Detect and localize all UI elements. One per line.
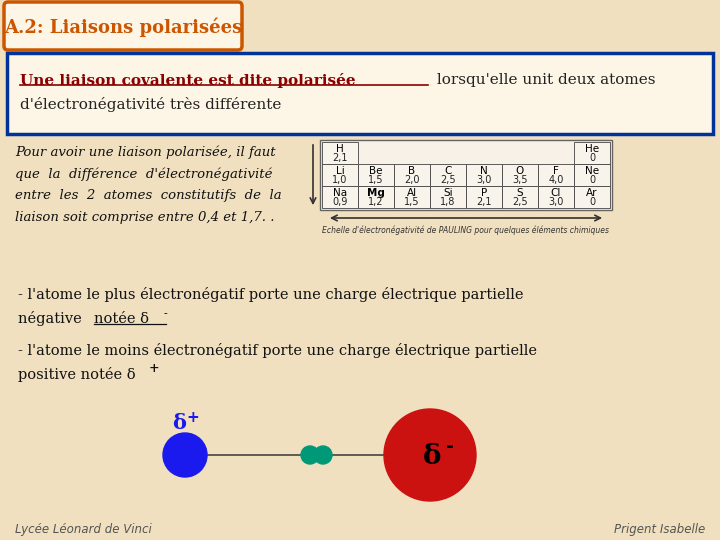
Bar: [430, 186, 466, 208]
Text: H: H: [336, 144, 344, 154]
Circle shape: [163, 433, 207, 477]
Bar: [574, 186, 610, 208]
Text: δ: δ: [423, 443, 441, 470]
Text: +: +: [149, 362, 160, 375]
Text: P: P: [481, 188, 487, 198]
Bar: [502, 186, 538, 208]
FancyBboxPatch shape: [4, 2, 242, 50]
Text: 3,0: 3,0: [549, 197, 564, 207]
Circle shape: [314, 446, 332, 464]
Text: 2,5: 2,5: [512, 197, 528, 207]
Bar: [502, 164, 538, 186]
Text: Li: Li: [336, 166, 344, 176]
Text: Al: Al: [407, 188, 417, 198]
FancyBboxPatch shape: [320, 140, 612, 210]
Text: Mg: Mg: [367, 188, 385, 198]
Bar: [466, 164, 502, 186]
Bar: [358, 186, 394, 208]
FancyBboxPatch shape: [7, 53, 713, 134]
Text: - l'atome le moins électronégatif porte une charge électrique partielle: - l'atome le moins électronégatif porte …: [18, 342, 537, 357]
Text: 2,5: 2,5: [440, 175, 456, 185]
Text: que  la  différence  d'électronégativité: que la différence d'électronégativité: [15, 167, 272, 181]
Text: 2,0: 2,0: [404, 175, 420, 185]
Text: 1,8: 1,8: [441, 197, 456, 207]
Text: C: C: [444, 166, 451, 176]
Bar: [394, 186, 430, 208]
Bar: [322, 164, 358, 186]
Bar: [430, 164, 466, 186]
Text: 0: 0: [589, 197, 595, 207]
Bar: [322, 142, 358, 164]
Text: Une liaison covalente est dite polarisée: Une liaison covalente est dite polarisée: [20, 72, 356, 87]
Text: O: O: [516, 166, 524, 176]
Text: Cl: Cl: [551, 188, 561, 198]
Text: - l'atome le plus électronégatif porte une charge électrique partielle: - l'atome le plus électronégatif porte u…: [18, 287, 523, 302]
Text: 2,1: 2,1: [332, 153, 348, 163]
Text: 1,5: 1,5: [368, 175, 384, 185]
Text: -: -: [164, 309, 168, 319]
Text: 3,5: 3,5: [512, 175, 528, 185]
Bar: [394, 164, 430, 186]
Text: Na: Na: [333, 188, 347, 198]
Text: Si: Si: [444, 188, 453, 198]
Bar: [538, 186, 574, 208]
Text: Ne: Ne: [585, 166, 599, 176]
Text: S: S: [517, 188, 523, 198]
Bar: [574, 164, 610, 186]
Text: 1,2: 1,2: [368, 197, 384, 207]
Text: +: +: [186, 410, 199, 426]
Text: Lycée Léonard de Vinci: Lycée Léonard de Vinci: [15, 523, 152, 537]
Text: 2,1: 2,1: [476, 197, 492, 207]
Text: Pour avoir une liaison polarisée, il faut: Pour avoir une liaison polarisée, il fau…: [15, 145, 276, 159]
Text: lorsqu'elle unit deux atomes: lorsqu'elle unit deux atomes: [432, 73, 655, 87]
Text: -: -: [446, 437, 454, 456]
Bar: [466, 186, 502, 208]
Text: 0,9: 0,9: [333, 197, 348, 207]
Circle shape: [301, 446, 319, 464]
Text: positive notée δ: positive notée δ: [18, 367, 135, 381]
Bar: [322, 186, 358, 208]
Text: 1,0: 1,0: [333, 175, 348, 185]
Text: F: F: [553, 166, 559, 176]
Bar: [358, 164, 394, 186]
Text: B: B: [408, 166, 415, 176]
Text: 0: 0: [589, 175, 595, 185]
Circle shape: [384, 409, 476, 501]
Text: Prigent Isabelle: Prigent Isabelle: [613, 523, 705, 537]
Text: liaison soit comprise entre 0,4 et 1,7. .: liaison soit comprise entre 0,4 et 1,7. …: [15, 212, 274, 225]
Text: entre  les  2  atomes  constitutifs  de  la: entre les 2 atomes constitutifs de la: [15, 190, 282, 202]
Text: A.2: Liaisons polarisées: A.2: Liaisons polarisées: [4, 17, 242, 37]
Bar: [574, 142, 610, 164]
Text: Ar: Ar: [586, 188, 598, 198]
Text: Be: Be: [369, 166, 383, 176]
Text: Echelle d'électronégativité de PAULING pour quelques éléments chimiques: Echelle d'électronégativité de PAULING p…: [323, 225, 610, 235]
Bar: [538, 164, 574, 186]
Text: 1,5: 1,5: [404, 197, 420, 207]
Text: d'électronégativité très différente: d'électronégativité très différente: [20, 98, 282, 112]
Text: δ: δ: [172, 413, 186, 433]
Text: 0: 0: [589, 153, 595, 163]
Text: négative: négative: [18, 312, 86, 327]
Text: He: He: [585, 144, 599, 154]
Text: N: N: [480, 166, 488, 176]
Text: 4,0: 4,0: [549, 175, 564, 185]
Text: notée δ: notée δ: [94, 312, 149, 326]
Text: 3,0: 3,0: [477, 175, 492, 185]
